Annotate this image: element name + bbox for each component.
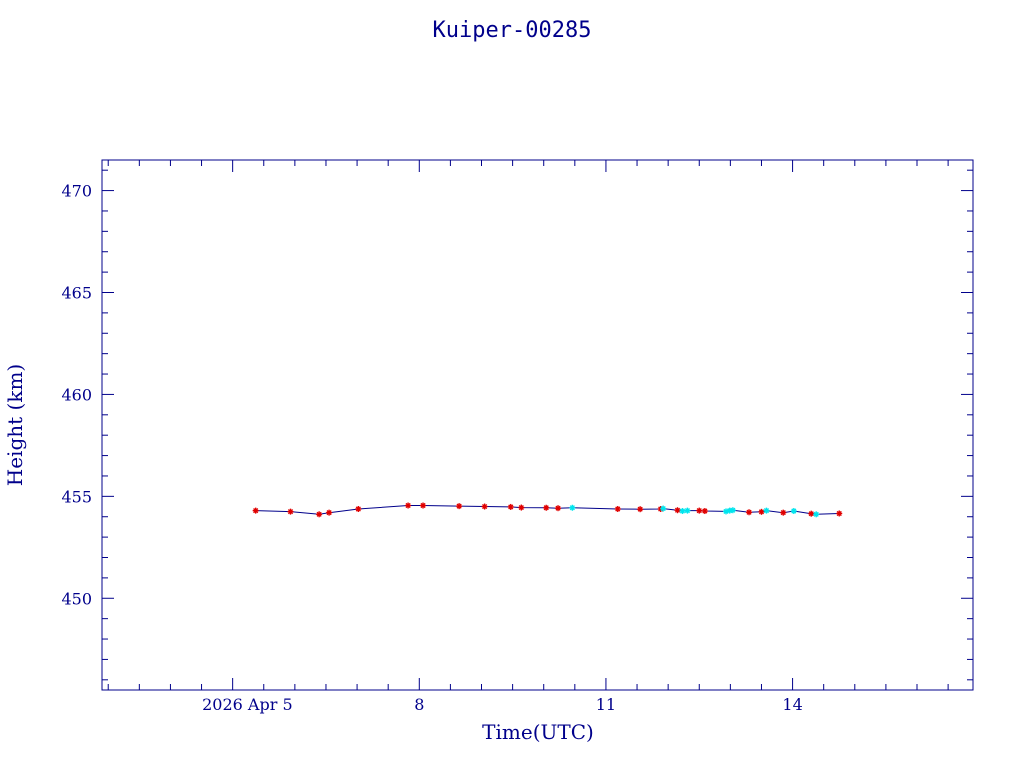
axis-ticks xyxy=(102,160,973,690)
x-axis-label: Time(UTC) xyxy=(482,720,594,744)
y-tick-label: 470 xyxy=(61,182,92,201)
y-axis-label: Height (km) xyxy=(3,364,27,486)
x-tick-label: 14 xyxy=(782,695,802,714)
red-data-point xyxy=(355,505,362,512)
red-data-point xyxy=(780,509,787,516)
red-data-point xyxy=(637,506,644,513)
y-tick-label: 450 xyxy=(61,589,92,608)
red-data-point xyxy=(543,504,550,511)
red-data-point xyxy=(481,503,488,510)
red-data-point xyxy=(758,508,765,515)
chart-title: Kuiper-00285 xyxy=(433,18,592,43)
y-tick-label: 455 xyxy=(61,487,92,506)
red-data-point xyxy=(326,509,333,516)
red-data-point xyxy=(316,511,323,518)
red-data-point xyxy=(287,508,294,515)
y-tick-label: 460 xyxy=(61,385,92,404)
red-data-point xyxy=(701,508,708,515)
y-tick-label: 465 xyxy=(61,284,92,303)
x-tick-label: 11 xyxy=(596,695,616,714)
red-data-point xyxy=(696,507,703,514)
red-data-point xyxy=(252,507,259,514)
cyan-data-point xyxy=(790,508,797,515)
red-data-point xyxy=(808,510,815,517)
cyan-data-point xyxy=(813,511,820,518)
x-tick-label: 2026 Apr 5 xyxy=(202,695,293,714)
red-data-point xyxy=(420,502,427,509)
cyan-data-point xyxy=(569,504,576,511)
cyan-data-point xyxy=(729,507,736,514)
plot-frame xyxy=(101,159,974,691)
red-data-point xyxy=(555,505,562,512)
axis-tick-labels: 450 455 460 465 470 2026 Apr 5 8 11 14 xyxy=(61,182,802,714)
red-data-point xyxy=(836,510,843,517)
red-data-point xyxy=(456,503,463,510)
data-markers xyxy=(252,502,843,518)
red-data-point xyxy=(746,509,753,516)
cyan-data-point xyxy=(684,507,691,514)
red-data-point xyxy=(614,505,621,512)
cyan-data-point xyxy=(660,505,667,512)
x-tick-label: 8 xyxy=(414,695,424,714)
cyan-data-point xyxy=(679,508,686,515)
red-data-point xyxy=(507,503,514,510)
cyan-data-point xyxy=(763,507,770,514)
red-data-point xyxy=(674,507,681,514)
red-data-point xyxy=(518,504,525,511)
red-data-point xyxy=(405,502,412,509)
